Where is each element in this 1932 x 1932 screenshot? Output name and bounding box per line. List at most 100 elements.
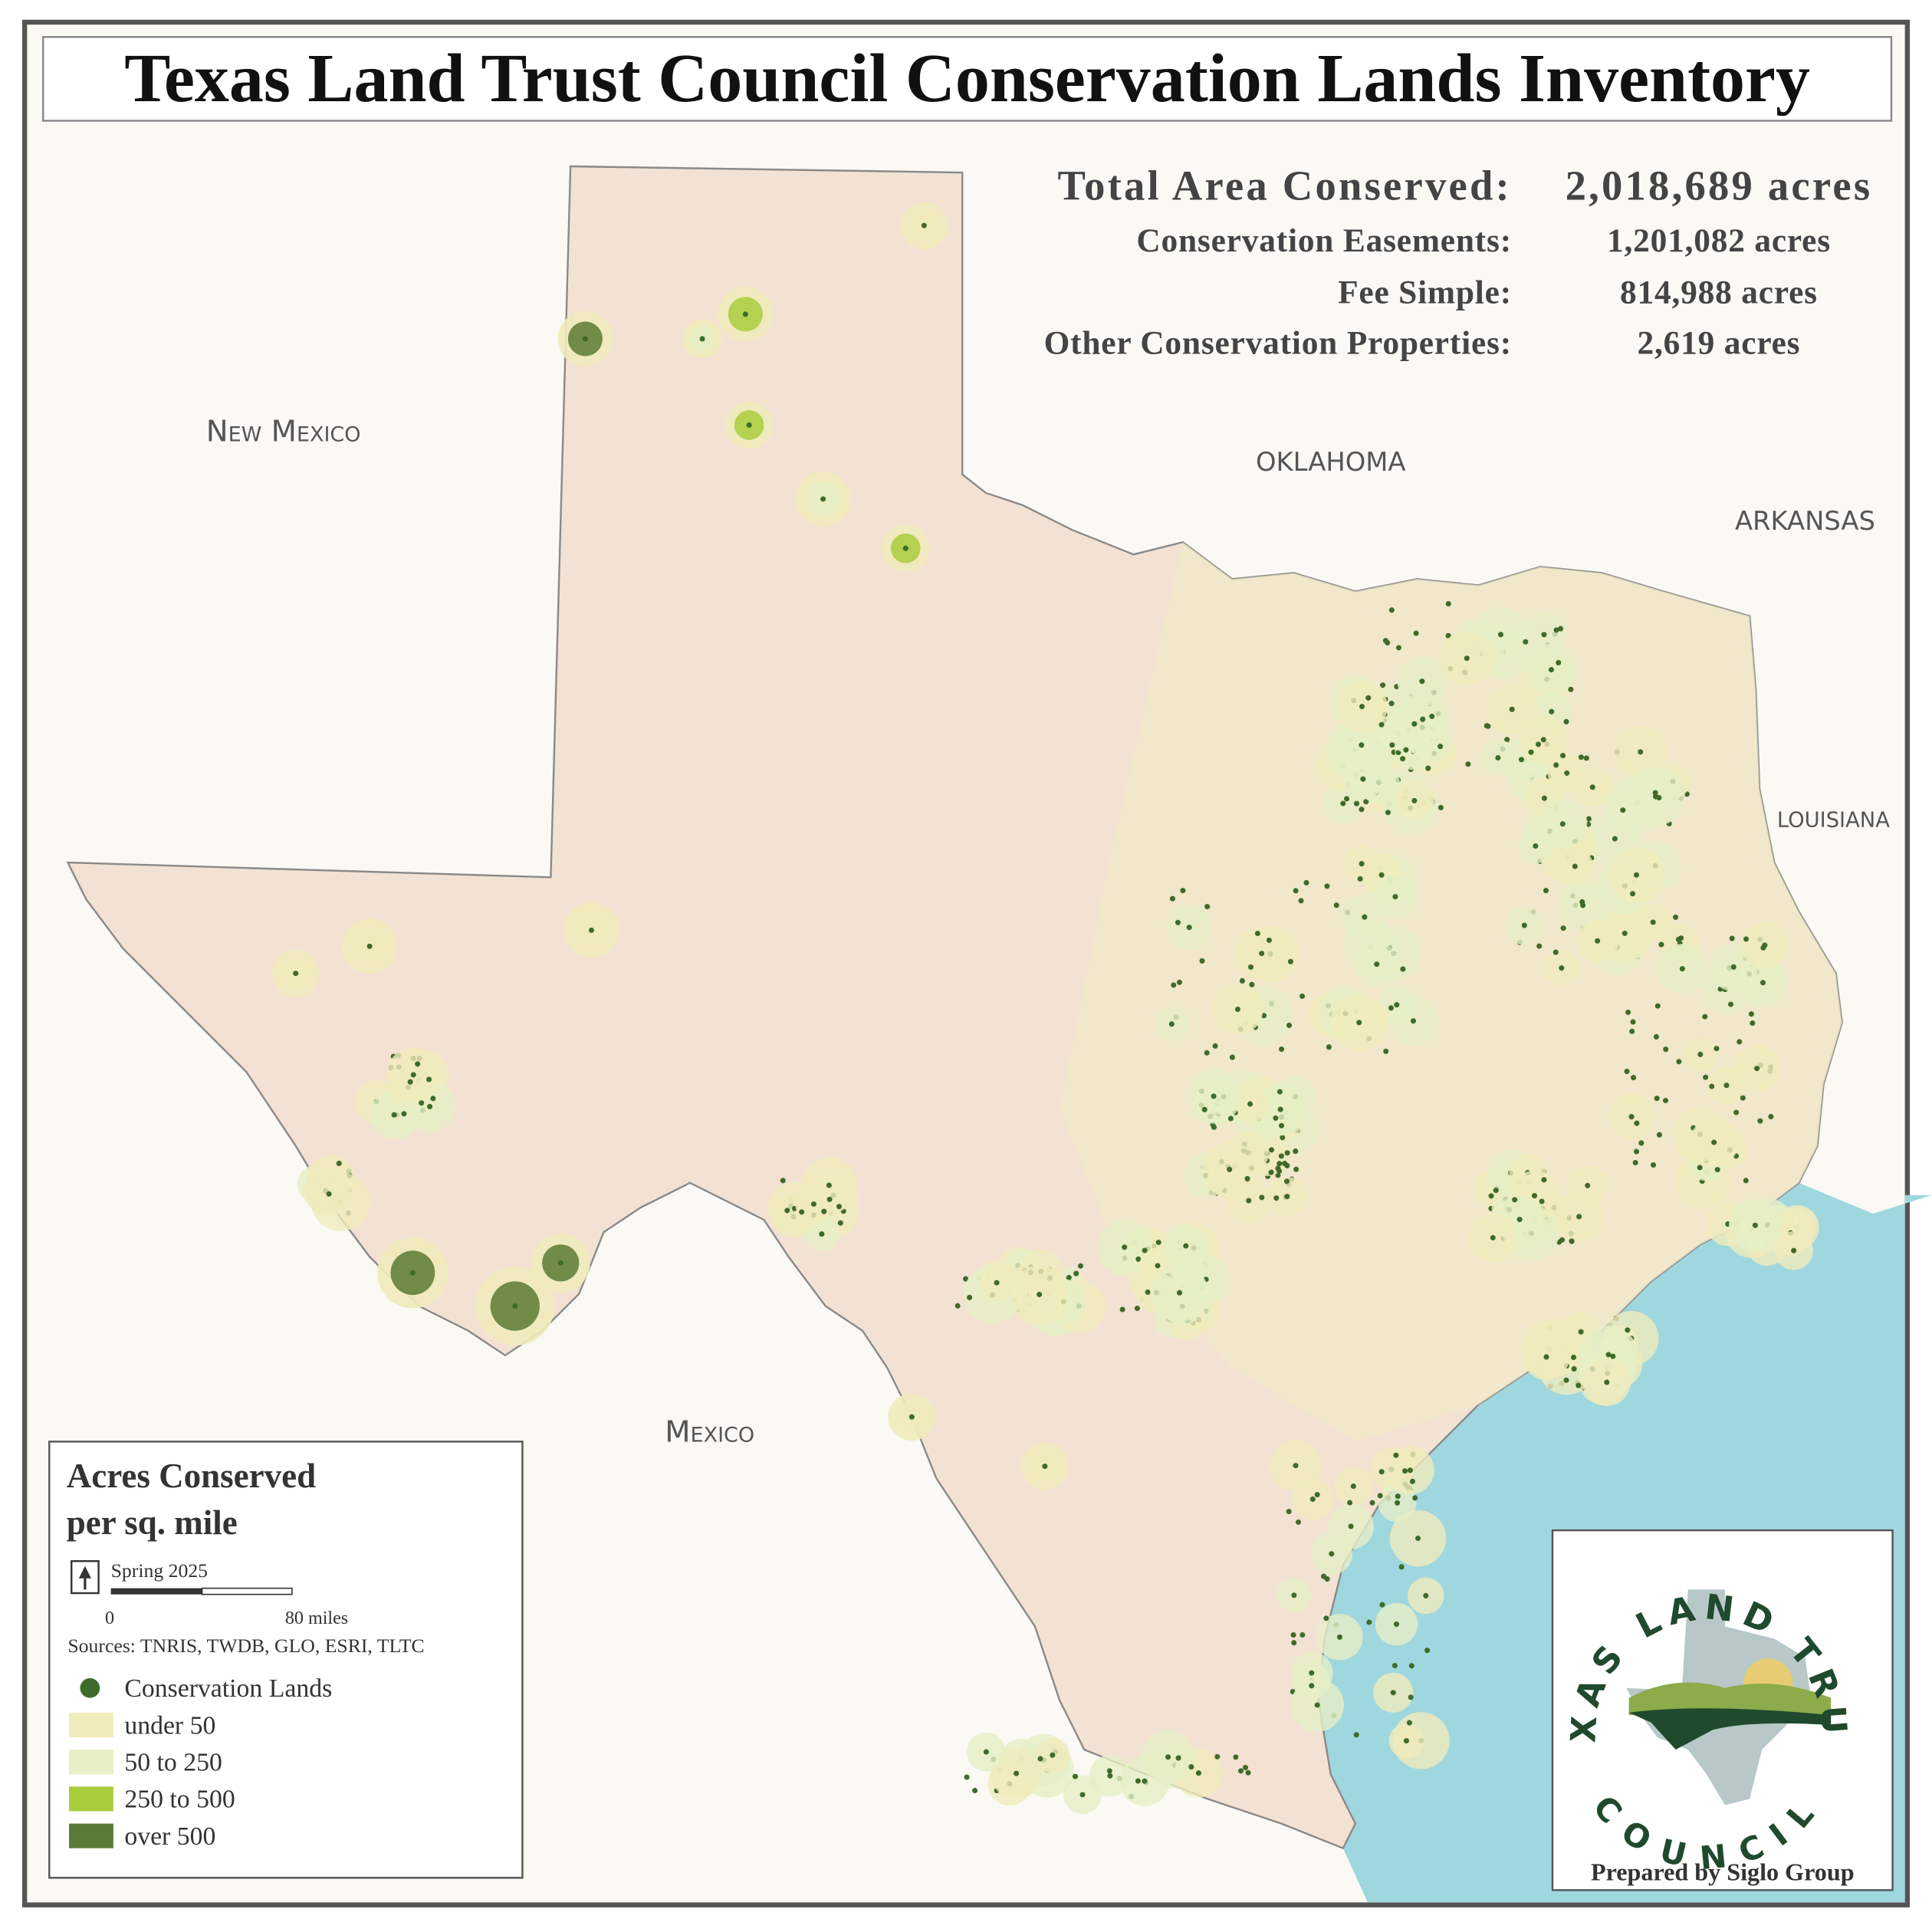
conservation-dot [820, 496, 826, 502]
conservation-dot [1631, 1075, 1637, 1081]
conservation-dot [1560, 752, 1566, 759]
conservation-dot [1201, 1106, 1208, 1112]
conservation-dot [1298, 898, 1304, 904]
conservation-dot [1729, 935, 1735, 941]
conservation-dot [1409, 1478, 1415, 1484]
conservation-dot [1293, 1148, 1299, 1155]
conservation-dot [366, 943, 373, 949]
conservation-dot [1610, 1353, 1616, 1359]
conservation-dot [1079, 1792, 1086, 1798]
conservation-dot [1743, 936, 1750, 942]
conservation-dot [1632, 1159, 1638, 1166]
conservation-dot [1211, 1124, 1217, 1130]
conservation-dot [921, 222, 927, 228]
legend-items: Conservation Lands under 50 50 to 250 250 t… [69, 1674, 332, 1851]
conservation-dot [1353, 800, 1360, 807]
conservation-dot [1333, 902, 1339, 909]
conservation-dot [1168, 1021, 1175, 1027]
conservation-dot [1400, 966, 1406, 972]
conservation-dot [1589, 784, 1595, 790]
scale-label: 80 miles [285, 1608, 348, 1628]
conservation-dot [1548, 667, 1554, 673]
conservation-dot [1268, 1147, 1274, 1153]
conservation-dot [1122, 1244, 1128, 1250]
conservation-dot [1539, 1198, 1545, 1204]
conservation-dot [1183, 1243, 1189, 1249]
conservation-dot [1389, 742, 1395, 748]
conservation-dot [1135, 1256, 1142, 1262]
conservation-dot [1383, 1048, 1389, 1054]
conservation-dot [1568, 686, 1574, 692]
conservation-dot [1509, 706, 1515, 712]
conservation-dot [1578, 754, 1584, 761]
state-label: OKLAHOMA [1256, 447, 1406, 477]
conservation-dot [1563, 1377, 1569, 1383]
conservation-dot [1543, 1354, 1549, 1360]
conservation-dot [1410, 1018, 1416, 1024]
conservation-dot [1676, 1059, 1682, 1065]
conservation-dot [1077, 1263, 1084, 1269]
conservation-dot [1424, 1648, 1431, 1654]
legend-title: Acres Conserved [67, 1457, 316, 1495]
conservation-dot [1287, 958, 1293, 964]
conservation-dot [1365, 695, 1372, 701]
summary: Total Area Conserved: 2,018,689 acres Cons… [1044, 162, 1871, 361]
conservation-dot [1604, 1379, 1610, 1385]
summary-label: Conservation Easements: [1136, 222, 1512, 259]
conservation-dot [1488, 1193, 1494, 1199]
conservation-dot [1752, 1222, 1758, 1228]
conservation-dot [1211, 1093, 1217, 1099]
conservation-dot [1658, 941, 1664, 948]
legend-dot [80, 1677, 100, 1698]
conservation-dot [964, 1774, 970, 1780]
conservation-dot [1654, 1096, 1660, 1102]
conservation-dot [410, 1072, 416, 1078]
summary-value: 814,988 acres [1620, 274, 1818, 310]
conservation-dot [1359, 807, 1365, 813]
conservation-dot [1650, 919, 1656, 925]
conservation-dot [1175, 919, 1181, 925]
conservation-dot [1679, 966, 1685, 972]
conservation-dot [1293, 1463, 1299, 1469]
conservation-dot [1549, 708, 1555, 715]
conservation-dot [1276, 1168, 1283, 1175]
conservation-dot [1445, 632, 1451, 639]
conservation-dot [1286, 1508, 1292, 1515]
conservation-dot [1135, 1778, 1141, 1784]
conservation-dot [1730, 964, 1737, 970]
conservation-dot [1541, 795, 1547, 801]
conservation-dot [1195, 1770, 1201, 1776]
conservation-dot [1743, 1178, 1749, 1184]
conservation-dot [409, 1270, 416, 1276]
summary-label: Other Conservation Properties: [1044, 324, 1512, 361]
sources: Sources: TNRIS, TWDB, GLO, ESRI, TLTC [67, 1635, 424, 1657]
legend: Acres Conserved per sq. mile Spring 2025… [48, 1441, 524, 1879]
conservation-dot [1042, 1463, 1048, 1470]
conservation-dot [1050, 1752, 1056, 1758]
conservation-dot [1374, 961, 1380, 968]
conservation-dot [1560, 925, 1566, 932]
conservation-dot [967, 1294, 973, 1300]
conservation-dot [293, 971, 299, 977]
conservation-dot [1237, 1768, 1244, 1774]
conservation-dot [1377, 1493, 1383, 1499]
conservation-dot [1727, 1001, 1734, 1007]
conservation-dot [1605, 1352, 1612, 1358]
conservation-dot [1329, 1551, 1335, 1557]
conservation-dot [1516, 1217, 1523, 1223]
conservation-dot [699, 336, 705, 342]
conservation-dot [1557, 626, 1564, 632]
conservation-dot [1402, 1468, 1408, 1474]
conservation-dot [1663, 1046, 1669, 1053]
conservation-dot [1233, 1754, 1239, 1760]
conservation-dot [1543, 888, 1549, 894]
conservation-dot [1737, 1039, 1743, 1045]
scale-label: 0 [105, 1608, 114, 1628]
conservation-dot [1585, 816, 1592, 822]
conservation-dot [1403, 747, 1409, 753]
conservation-dot [415, 1061, 421, 1067]
conservation-dot [1309, 1496, 1316, 1502]
conservation-dot [1425, 765, 1431, 771]
conservation-dot [1406, 1720, 1412, 1726]
conservation-dot [1408, 1694, 1414, 1700]
